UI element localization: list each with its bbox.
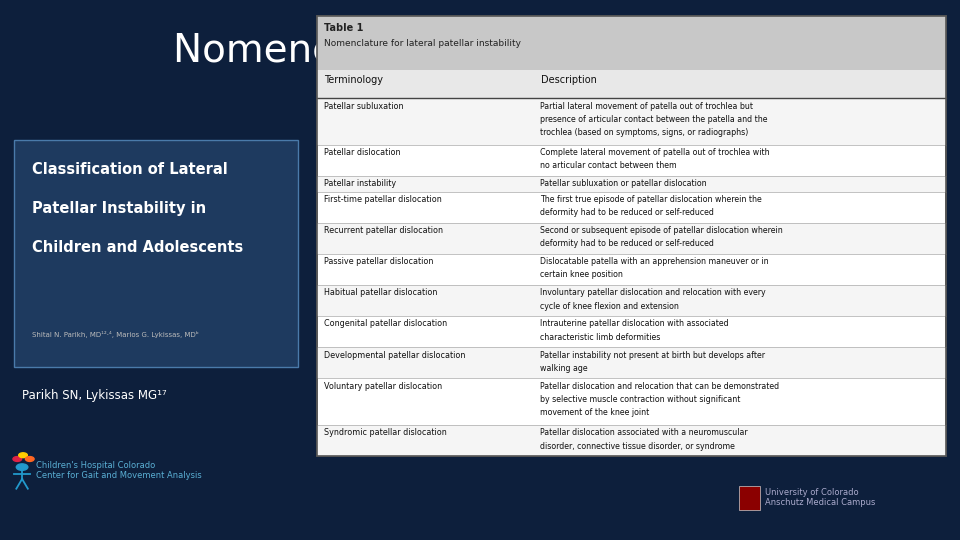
Text: deformity had to be reduced or self-reduced: deformity had to be reduced or self-redu… bbox=[540, 208, 714, 217]
Bar bbox=[317, 70, 946, 98]
Text: First-time patellar dislocation: First-time patellar dislocation bbox=[324, 195, 442, 204]
Text: Classification of Lateral: Classification of Lateral bbox=[32, 162, 228, 177]
Bar bbox=[317, 16, 946, 70]
Text: disorder, connective tissue disorder, or syndrome: disorder, connective tissue disorder, or… bbox=[540, 442, 735, 451]
Bar bbox=[317, 223, 946, 254]
Bar bbox=[317, 347, 946, 379]
Text: Patellar dislocation associated with a neuromuscular: Patellar dislocation associated with a n… bbox=[540, 428, 748, 437]
Text: Involuntary patellar dislocation and relocation with every: Involuntary patellar dislocation and rel… bbox=[540, 288, 766, 298]
Text: CU: CU bbox=[742, 493, 757, 503]
Text: University of Colorado: University of Colorado bbox=[765, 488, 859, 497]
Text: by selective muscle contraction without significant: by selective muscle contraction without … bbox=[540, 395, 741, 404]
Text: Voluntary patellar dislocation: Voluntary patellar dislocation bbox=[324, 382, 442, 391]
Text: The first true episode of patellar dislocation wherein the: The first true episode of patellar dislo… bbox=[540, 195, 762, 204]
Text: Patellar instability: Patellar instability bbox=[324, 179, 396, 188]
Bar bbox=[739, 486, 760, 510]
Text: Patellar Instability in: Patellar Instability in bbox=[32, 201, 205, 216]
Text: Nomenclature for Lateral Instability: Nomenclature for Lateral Instability bbox=[173, 32, 864, 70]
Text: walking age: walking age bbox=[540, 364, 588, 373]
Bar bbox=[317, 16, 946, 456]
Bar bbox=[317, 16, 946, 456]
Text: Patellar dislocation and relocation that can be demonstrated: Patellar dislocation and relocation that… bbox=[540, 382, 780, 391]
Text: Anschutz Medical Campus: Anschutz Medical Campus bbox=[765, 498, 876, 507]
Text: presence of articular contact between the patella and the: presence of articular contact between th… bbox=[540, 115, 768, 124]
Bar bbox=[317, 98, 946, 145]
Text: Passive patellar dislocation: Passive patellar dislocation bbox=[324, 257, 433, 266]
Text: certain knee position: certain knee position bbox=[540, 271, 623, 279]
Bar bbox=[14, 140, 298, 367]
Text: Congenital patellar dislocation: Congenital patellar dislocation bbox=[324, 320, 446, 328]
Text: Patellar subluxation or patellar dislocation: Patellar subluxation or patellar disloca… bbox=[540, 179, 708, 188]
Text: Parikh SN, Lykissas MG¹⁷: Parikh SN, Lykissas MG¹⁷ bbox=[22, 389, 167, 402]
Text: Nomenclature for lateral patellar instability: Nomenclature for lateral patellar instab… bbox=[324, 39, 521, 48]
Text: Developmental patellar dislocation: Developmental patellar dislocation bbox=[324, 350, 465, 360]
Text: Partial lateral movement of patella out of trochlea but: Partial lateral movement of patella out … bbox=[540, 102, 754, 111]
Text: movement of the knee joint: movement of the knee joint bbox=[540, 408, 650, 417]
Bar bbox=[317, 176, 946, 192]
Circle shape bbox=[25, 456, 35, 461]
Text: Shital N. Parikh, MD¹²‧⁴, Marios G. Lykissas, MDᵇ: Shital N. Parikh, MD¹²‧⁴, Marios G. Lyki… bbox=[32, 330, 199, 338]
Text: Table 1: Table 1 bbox=[324, 23, 364, 33]
Circle shape bbox=[16, 464, 28, 470]
Circle shape bbox=[19, 453, 27, 458]
Text: Children's Hospital Colorado: Children's Hospital Colorado bbox=[36, 461, 155, 470]
Text: deformity had to be reduced or self-reduced: deformity had to be reduced or self-redu… bbox=[540, 239, 714, 248]
Text: cycle of knee flexion and extension: cycle of knee flexion and extension bbox=[540, 301, 680, 310]
Text: Patellar dislocation: Patellar dislocation bbox=[324, 148, 400, 157]
Text: Terminology: Terminology bbox=[324, 75, 383, 85]
Text: Complete lateral movement of patella out of trochlea with: Complete lateral movement of patella out… bbox=[540, 148, 770, 157]
Text: Recurrent patellar dislocation: Recurrent patellar dislocation bbox=[324, 226, 443, 235]
Text: Dislocatable patella with an apprehension maneuver or in: Dislocatable patella with an apprehensio… bbox=[540, 257, 769, 266]
Circle shape bbox=[12, 456, 21, 461]
Text: Center for Gait and Movement Analysis: Center for Gait and Movement Analysis bbox=[36, 471, 202, 480]
Bar bbox=[317, 425, 946, 456]
Text: Patellar subluxation: Patellar subluxation bbox=[324, 102, 403, 111]
Text: no articular contact between them: no articular contact between them bbox=[540, 161, 677, 171]
Text: Children and Adolescents: Children and Adolescents bbox=[32, 240, 243, 255]
Text: Intrauterine patellar dislocation with associated: Intrauterine patellar dislocation with a… bbox=[540, 320, 729, 328]
Text: Second or subsequent episode of patellar dislocation wherein: Second or subsequent episode of patellar… bbox=[540, 226, 783, 235]
Text: characteristic limb deformities: characteristic limb deformities bbox=[540, 333, 660, 342]
Text: Patellar instability not present at birth but develops after: Patellar instability not present at birt… bbox=[540, 350, 765, 360]
Text: Syndromic patellar dislocation: Syndromic patellar dislocation bbox=[324, 428, 446, 437]
Bar bbox=[317, 285, 946, 316]
Text: Habitual patellar dislocation: Habitual patellar dislocation bbox=[324, 288, 437, 298]
Text: trochlea (based on symptoms, signs, or radiographs): trochlea (based on symptoms, signs, or r… bbox=[540, 128, 749, 137]
Text: Description: Description bbox=[541, 75, 597, 85]
